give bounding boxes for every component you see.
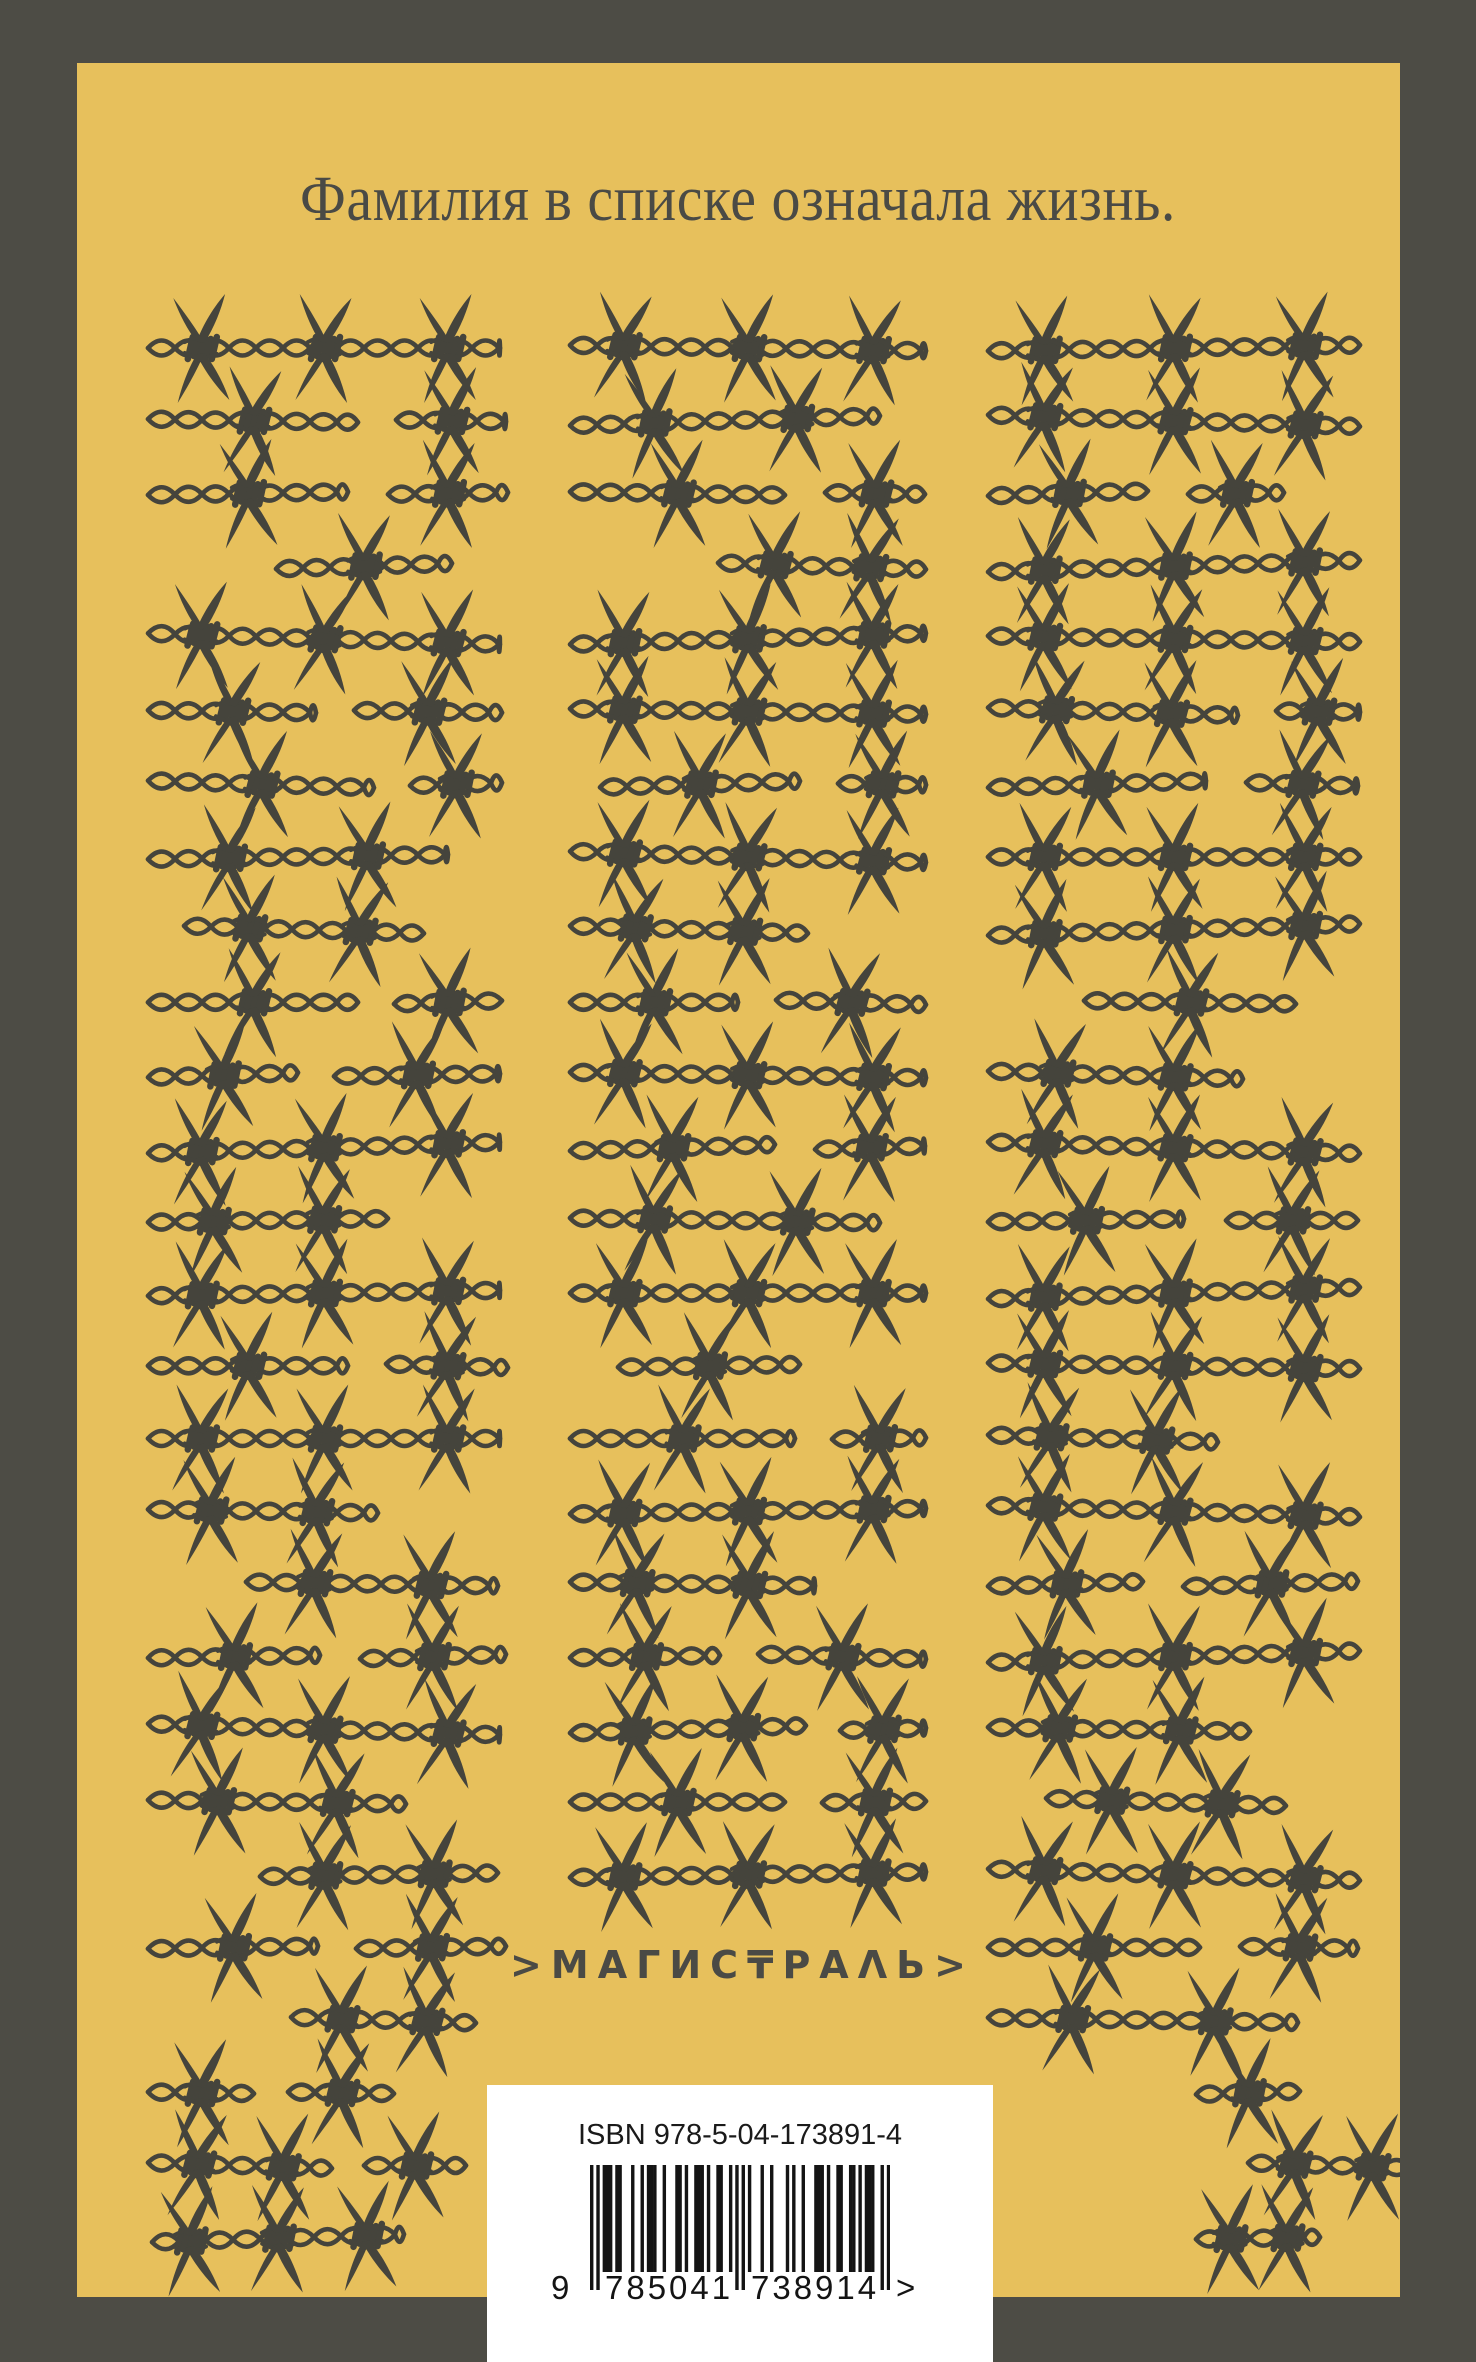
isbn-label: ISBN 978-5-04-173891-4: [577, 2119, 903, 2151]
ean-barcode: [590, 2165, 890, 2290]
isbn-block: ISBN 978-5-04-173891-4 9 785041 738914 >: [487, 2085, 993, 2362]
barcode-digit-lead: 9: [551, 2269, 570, 2306]
publisher-logo: >МАГИС₸РАΛЬ>: [510, 1943, 975, 1987]
barcode-digit-group2: 738914: [751, 2269, 880, 2306]
tagline-text: Фамилия в списке означала жизнь.: [300, 161, 1176, 235]
barcode-digit-group1: 785041: [605, 2269, 734, 2306]
barbed-wire-pattern: [145, 291, 1400, 2297]
barcode-trailing-chevron: >: [896, 2269, 916, 2306]
